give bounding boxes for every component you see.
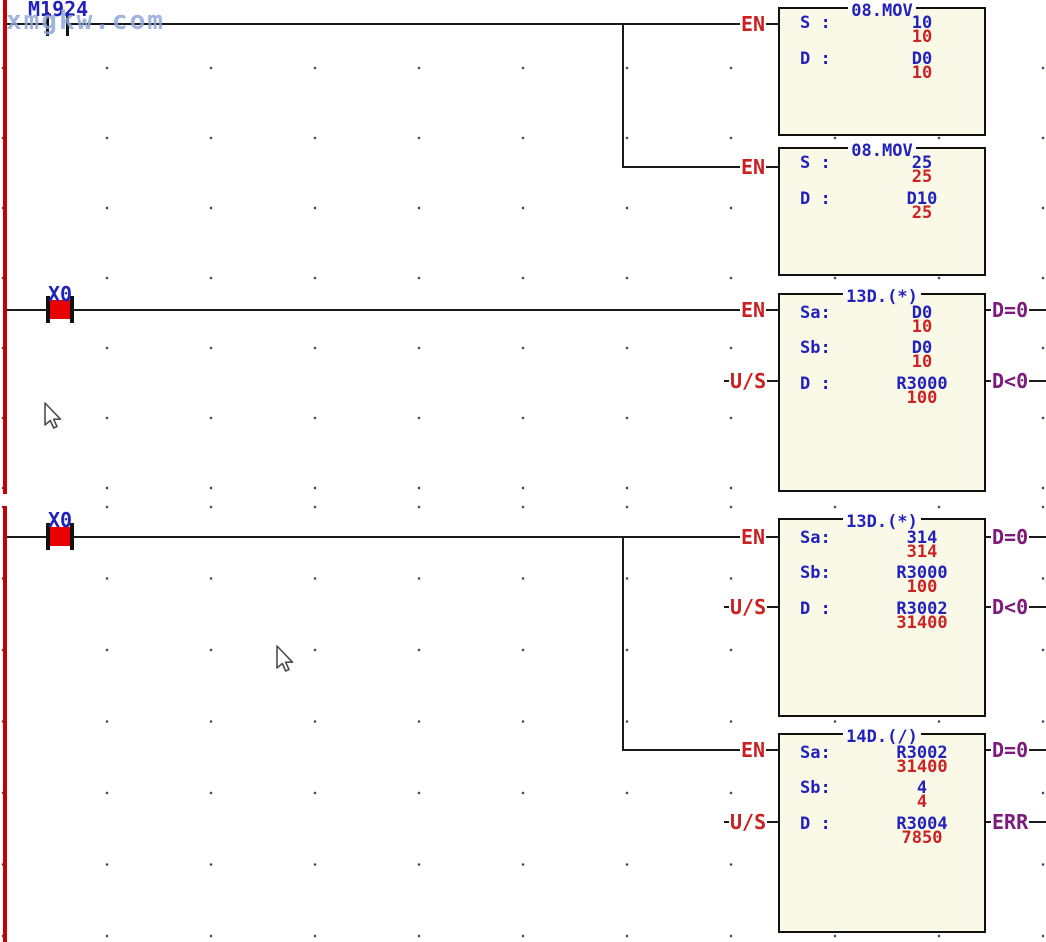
rung-wire [7, 309, 778, 311]
param-name: D : [800, 49, 831, 69]
param-name: Sb: [800, 563, 831, 583]
param-name: Sa: [800, 528, 831, 548]
contact-label: X0 [48, 508, 73, 532]
en-pin: EN [740, 525, 767, 549]
param-name: Sb: [800, 338, 831, 358]
param-value: 25 [911, 167, 933, 187]
param-value: 10 [911, 352, 933, 372]
param-value: 100 [906, 577, 938, 597]
output-pin-d-eq-0: D=0 [991, 298, 1030, 322]
en-pin: EN [740, 155, 767, 179]
param-name: S : [800, 153, 831, 173]
param-name: D : [800, 814, 831, 834]
output-pin-d-lt-0: D<0 [991, 595, 1030, 619]
function-block-mul-1[interactable]: 13D.(*) Sa: D0 10 Sb: D0 10 D : R3000 10… [778, 289, 986, 492]
branch-wire [622, 23, 624, 168]
en-pin: EN [740, 12, 767, 36]
en-pin: EN [740, 298, 767, 322]
watermark-text: xmgkw.com [6, 6, 165, 36]
param-value: 4 [916, 792, 928, 812]
contact-label: X0 [48, 282, 73, 306]
us-pin: U/S [729, 595, 768, 619]
function-block-mov-2[interactable]: 08.MOV S : 25 25 D : D10 25 [778, 143, 986, 276]
param-value: 10 [911, 317, 933, 337]
param-value: 25 [911, 203, 933, 223]
power-rail-segment-2 [3, 506, 7, 942]
mouse-cursor-icon [43, 401, 65, 435]
us-pin: U/S [729, 810, 768, 834]
param-value: 10 [911, 27, 933, 47]
function-block-div[interactable]: 14D.(/) Sa: R3002 31400 Sb: 4 4 D : R300… [778, 729, 986, 933]
param-value: 100 [906, 388, 938, 408]
us-pin: U/S [729, 369, 768, 393]
param-name: D : [800, 374, 831, 394]
param-name: Sa: [800, 303, 831, 323]
output-pin-d-eq-0: D=0 [991, 738, 1030, 762]
function-block-mov-1[interactable]: 08.MOV S : 10 10 D : D0 10 [778, 3, 986, 136]
rung-wire [7, 536, 778, 538]
branch-wire [622, 536, 624, 751]
param-name: S : [800, 13, 831, 33]
output-pin-d-eq-0: D=0 [991, 525, 1030, 549]
param-value: 314 [906, 542, 938, 562]
param-value: 31400 [896, 757, 948, 777]
param-value: 7850 [901, 828, 943, 848]
output-pin-d-lt-0: D<0 [991, 369, 1030, 393]
param-name: D : [800, 599, 831, 619]
en-pin: EN [740, 738, 767, 762]
output-pin-err: ERR [991, 810, 1030, 834]
param-name: Sa: [800, 743, 831, 763]
power-rail-segment-1 [3, 0, 7, 494]
param-name: D : [800, 189, 831, 209]
param-name: Sb: [800, 778, 831, 798]
param-value: 31400 [896, 613, 948, 633]
block-title: 13D.(*) [843, 289, 921, 306]
function-block-mul-2[interactable]: 13D.(*) Sa: 314 314 Sb: R3000 100 D : R3… [778, 514, 986, 717]
param-value: 10 [911, 63, 933, 83]
mouse-cursor-icon [275, 644, 297, 678]
